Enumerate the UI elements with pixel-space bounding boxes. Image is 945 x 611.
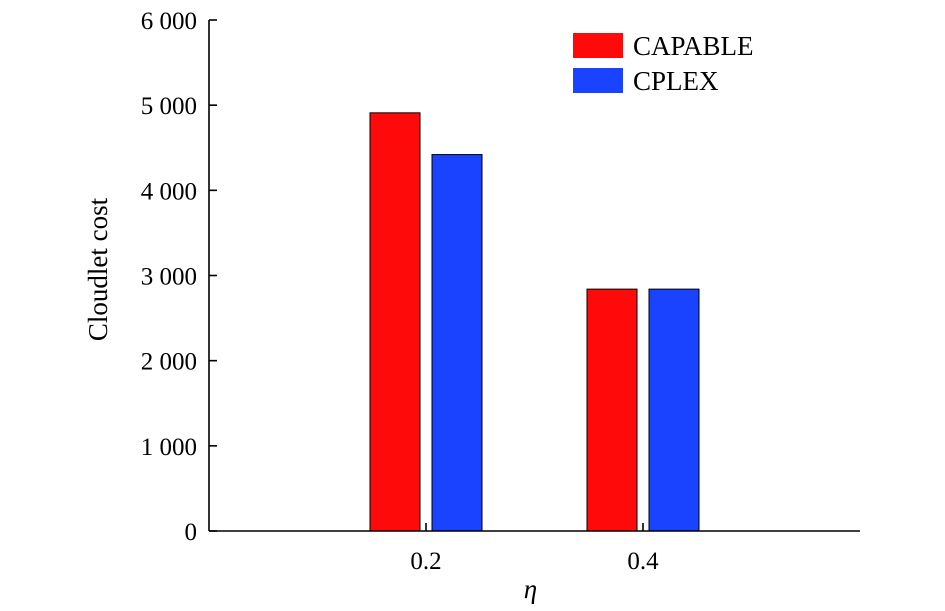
y-tick-label: 2 000 bbox=[141, 349, 197, 376]
y-ticks: 0 1 000 2 000 3 000 4 000 5 000 6 000 bbox=[141, 8, 217, 546]
legend: CAPABLE CPLEX bbox=[573, 31, 754, 96]
bar-cplex-0.4 bbox=[648, 288, 700, 532]
axes-layer bbox=[208, 20, 860, 532]
y-tick-label: 4 000 bbox=[141, 178, 197, 205]
legend-label-capable: CAPABLE bbox=[633, 31, 754, 61]
x-tick-label: 0.2 bbox=[410, 548, 441, 575]
y-tick-label: 0 bbox=[185, 519, 198, 546]
bar-cplex-0.2 bbox=[431, 154, 483, 532]
y-tick-label: 6 000 bbox=[141, 8, 197, 35]
legend-label-cplex: CPLEX bbox=[633, 66, 719, 96]
bar-capable-0.4 bbox=[586, 288, 638, 532]
y-tick-label: 1 000 bbox=[141, 434, 197, 461]
legend-swatch-cplex bbox=[573, 68, 623, 93]
y-tick-label: 5 000 bbox=[141, 93, 197, 120]
bars-layer bbox=[369, 112, 700, 532]
y-axis-label: Cloudlet cost bbox=[83, 197, 113, 341]
x-tick-label: 0.4 bbox=[627, 548, 659, 575]
x-ticks: 0.2 0.4 bbox=[410, 523, 659, 575]
legend-swatch-capable bbox=[573, 33, 623, 58]
y-tick-label: 3 000 bbox=[141, 264, 197, 291]
bar-capable-0.2 bbox=[369, 112, 421, 532]
x-axis-label: η bbox=[524, 574, 537, 604]
